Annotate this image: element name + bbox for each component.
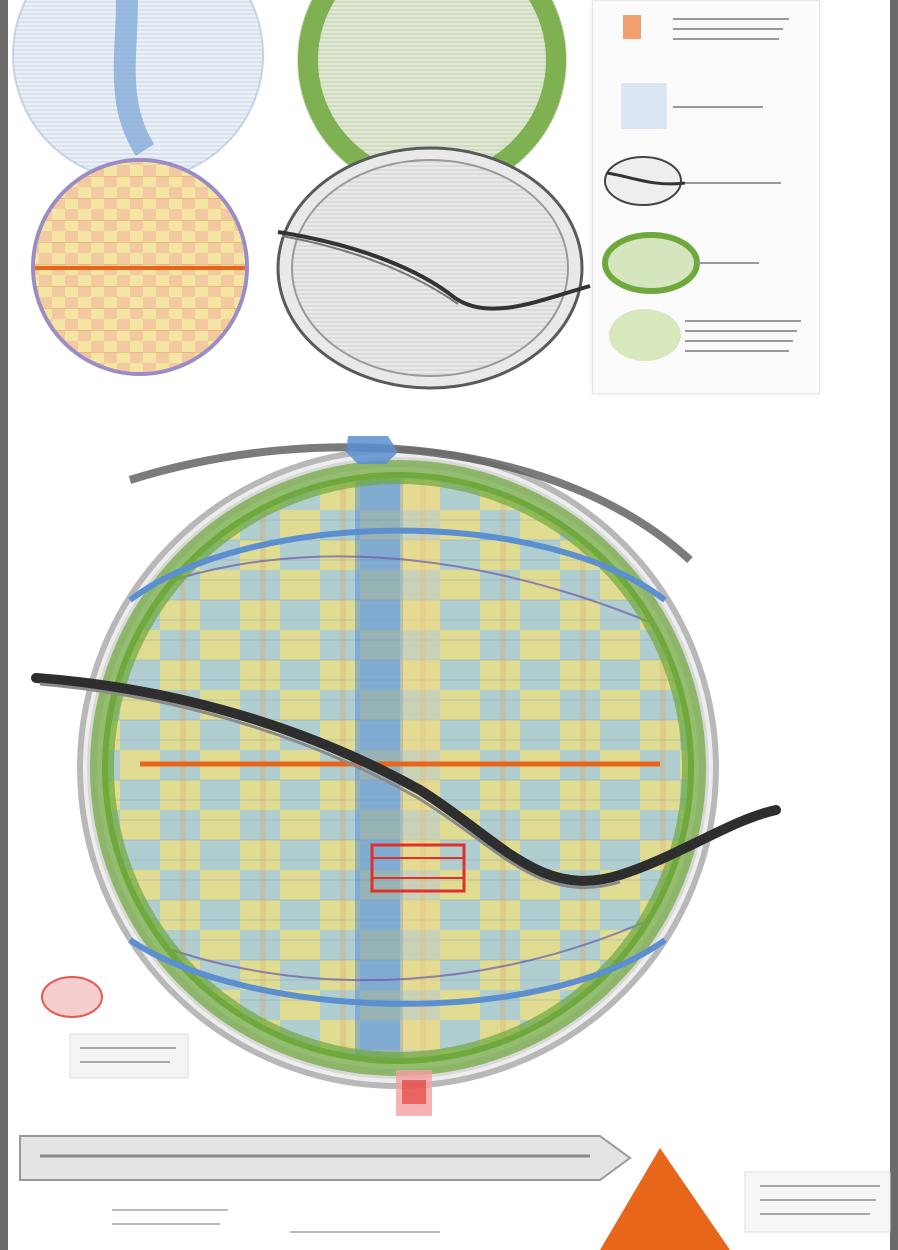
green-ellipse-swatch-icon [602,232,759,294]
orange-triangle-icon [600,1148,730,1250]
light-green-ellipse-swatch-icon [609,309,801,361]
legend-item [593,301,819,371]
red-stamp-icon [41,976,189,1079]
orange-yellow-checkered-circle-icon [31,158,249,376]
blue-top-marker-icon [346,436,398,464]
gray-banner-bar-icon [19,1135,632,1181]
gray-curve-swatch-icon [604,156,781,206]
red-bottom-marker-icon [396,1070,432,1116]
blue-gridded-circle-icon [12,0,264,181]
composite-layered-circle-icon [31,443,781,1089]
legend-item [593,229,819,299]
legend-item [593,147,819,217]
orange-swatch-icon [623,15,789,40]
footer-notes [112,1171,891,1233]
legend-panel [592,0,820,394]
light-blue-swatch-icon [621,83,763,129]
legend-item [593,73,819,143]
legend-item [593,1,819,71]
gray-disc-with-s-curve-icon [276,146,591,390]
